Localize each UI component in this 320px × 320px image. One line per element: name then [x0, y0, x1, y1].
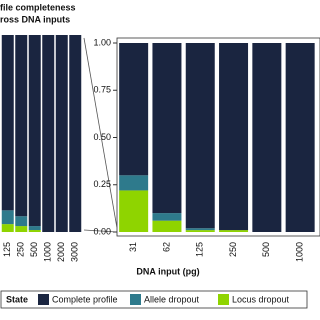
- bar-segment: [185, 230, 215, 232]
- bar-segment: [119, 190, 149, 232]
- y-tick-label: 0.25: [93, 179, 111, 189]
- x-tick-label: 125: [2, 242, 12, 257]
- x-tick-label: 125: [195, 242, 205, 257]
- x-tick-label: 500: [261, 242, 271, 257]
- y-tick-label: 0.00: [93, 226, 111, 236]
- y-tick-label: 0.75: [93, 85, 111, 95]
- legend-label: Locus dropout: [232, 294, 290, 304]
- legend-label: Allele dropout: [144, 294, 200, 304]
- x-tick-label: 3000: [70, 242, 80, 262]
- x-tick-label: 1000: [43, 242, 53, 262]
- chart-title: file completeness: [0, 2, 76, 12]
- bar-segment: [252, 43, 282, 232]
- bar-segment: [152, 213, 182, 221]
- bar-segment: [15, 226, 28, 232]
- legend-swatch: [38, 294, 49, 305]
- x-tick-label: 250: [228, 242, 238, 257]
- x-tick-label: 500: [29, 242, 39, 257]
- y-tick-label: 0.50: [93, 132, 111, 142]
- x-tick-label: 2000: [56, 242, 66, 262]
- y-tick-label: 1.00: [93, 37, 111, 47]
- bar-segment: [119, 43, 149, 176]
- bar-segment: [285, 43, 315, 232]
- legend-swatch: [130, 294, 141, 305]
- legend-box: [0, 290, 308, 309]
- bar-segment: [42, 35, 55, 232]
- bar-segment: [219, 43, 249, 231]
- bar-segment: [185, 43, 215, 229]
- x-tick-label: 62: [161, 242, 171, 252]
- x-tick-label: 250: [16, 242, 26, 257]
- zoom-connector: [83, 37, 118, 229]
- bar-segment: [152, 220, 182, 232]
- zoom-connector: [83, 229, 118, 233]
- legend-label: Complete profile: [52, 294, 118, 304]
- x-tick-label: 31: [128, 242, 138, 252]
- bar-segment: [219, 230, 249, 232]
- bar-segment: [28, 35, 41, 227]
- chart-title: ross DNA inputs: [0, 14, 70, 24]
- bar-segment: [152, 43, 182, 214]
- legend-title: State: [6, 294, 28, 304]
- x-axis-title: DNA input (pg): [136, 266, 199, 276]
- bar-segment: [15, 35, 28, 217]
- bar-segment: [119, 175, 149, 191]
- bar-segment: [185, 228, 215, 231]
- bar-segment: [55, 35, 68, 232]
- bar-segment: [69, 35, 82, 232]
- legend-swatch: [218, 294, 229, 305]
- bar-segment: [15, 216, 28, 227]
- bar-segment: [28, 230, 41, 232]
- bar-segment: [1, 224, 14, 232]
- bar-segment: [1, 35, 14, 211]
- bar-segment: [28, 226, 41, 231]
- bar-segment: [1, 210, 14, 225]
- x-tick-label: 1000: [295, 242, 305, 262]
